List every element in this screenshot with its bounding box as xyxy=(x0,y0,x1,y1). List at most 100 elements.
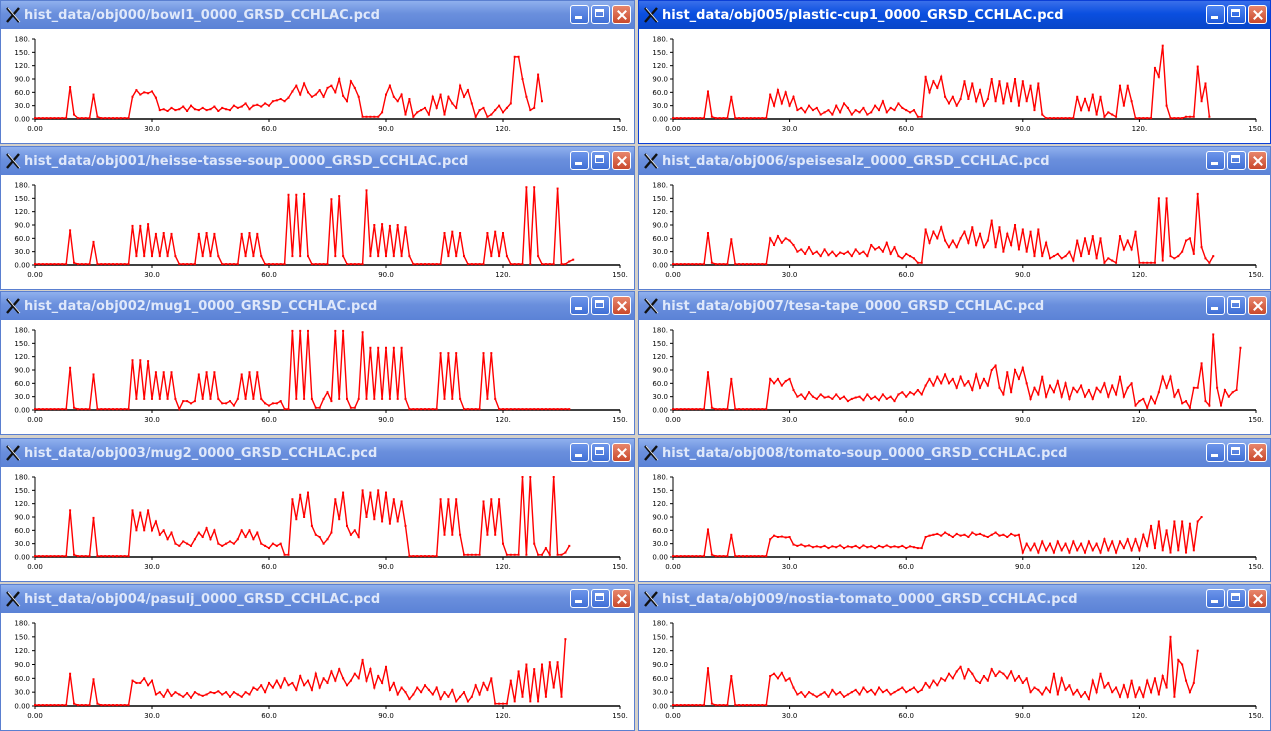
plot-window[interactable]: hist_data/obj005/plastic-cup1_0000_GRSD_… xyxy=(638,0,1271,144)
data-point xyxy=(963,384,966,387)
x-tick-label: 90.0 xyxy=(378,712,394,720)
data-point xyxy=(1111,691,1114,694)
close-button[interactable] xyxy=(612,589,631,608)
minimize-button[interactable] xyxy=(570,589,589,608)
data-point xyxy=(819,546,822,549)
data-point xyxy=(322,263,325,266)
data-point xyxy=(1025,382,1028,385)
minimize-button[interactable] xyxy=(570,151,589,170)
minimize-button[interactable] xyxy=(570,443,589,462)
plot-window[interactable]: hist_data/obj001/heisse-tasse-soup_0000_… xyxy=(0,146,635,290)
title-bar[interactable]: hist_data/obj007/tesa-tape_0000_GRSD_CCH… xyxy=(639,292,1270,320)
close-button[interactable] xyxy=(1248,443,1267,462)
maximize-button[interactable] xyxy=(591,5,610,24)
minimize-button[interactable] xyxy=(1206,151,1225,170)
x-tick-label: 30.0 xyxy=(144,712,160,720)
data-point xyxy=(252,686,255,689)
data-point xyxy=(843,395,846,398)
close-button[interactable] xyxy=(1248,151,1267,170)
minimize-button[interactable] xyxy=(570,296,589,315)
data-point xyxy=(73,406,75,409)
minimize-button[interactable] xyxy=(570,5,589,24)
data-point xyxy=(186,110,189,112)
y-tick-label: 30.0 xyxy=(14,689,30,697)
data-point xyxy=(76,263,79,266)
data-point xyxy=(1200,246,1203,249)
data-point xyxy=(1177,549,1180,552)
data-point xyxy=(217,690,220,693)
plot-window[interactable]: hist_data/obj002/mug1_0000_GRSD_CCHLAC.p… xyxy=(0,291,635,435)
data-point xyxy=(174,109,177,112)
data-point xyxy=(147,684,150,687)
data-point xyxy=(1103,686,1106,689)
data-point xyxy=(240,105,243,108)
x-tick-label: 90.0 xyxy=(378,563,394,571)
close-button[interactable] xyxy=(612,151,631,170)
data-point xyxy=(796,395,799,398)
title-bar[interactable]: hist_data/obj000/bowl1_0000_GRSD_CCHLAC.… xyxy=(1,1,634,29)
plot-window[interactable]: hist_data/obj008/tomato-soup_0000_GRSD_C… xyxy=(638,438,1271,582)
data-point xyxy=(687,555,690,558)
title-bar[interactable]: hist_data/obj009/nostia-tomato_0000_GRSD… xyxy=(639,585,1270,613)
minimize-button[interactable] xyxy=(1206,589,1225,608)
maximize-button[interactable] xyxy=(1227,296,1246,315)
data-point xyxy=(264,102,267,105)
close-button[interactable] xyxy=(1248,5,1267,24)
data-point xyxy=(796,250,799,253)
plot-window[interactable]: hist_data/obj006/speisesalz_0000_GRSD_CC… xyxy=(638,146,1271,290)
x-tick-label: 120. xyxy=(495,712,511,720)
data-point xyxy=(225,691,228,694)
data-point xyxy=(1134,404,1137,407)
minimize-button[interactable] xyxy=(1206,5,1225,24)
data-point xyxy=(178,693,181,696)
data-point xyxy=(435,408,438,411)
maximize-button[interactable] xyxy=(591,151,610,170)
data-point xyxy=(1138,117,1141,120)
close-button[interactable] xyxy=(1248,589,1267,608)
data-point xyxy=(385,665,387,668)
title-bar[interactable]: hist_data/obj005/plastic-cup1_0000_GRSD_… xyxy=(639,1,1270,29)
title-bar[interactable]: hist_data/obj006/speisesalz_0000_GRSD_CC… xyxy=(639,147,1270,175)
maximize-button[interactable] xyxy=(591,296,610,315)
data-point xyxy=(947,533,950,536)
data-point xyxy=(1045,686,1048,689)
data-point xyxy=(537,255,540,258)
histogram-points xyxy=(34,638,567,707)
data-point xyxy=(757,408,760,411)
data-point xyxy=(490,255,493,258)
plot-window[interactable]: hist_data/obj003/mug2_0000_GRSD_CCHLAC.p… xyxy=(0,438,635,582)
data-point xyxy=(248,529,251,532)
plot-window[interactable]: hist_data/obj000/bowl1_0000_GRSD_CCHLAC.… xyxy=(0,0,635,144)
close-button[interactable] xyxy=(612,5,631,24)
data-point xyxy=(1014,534,1017,537)
data-point xyxy=(1045,241,1048,244)
data-point xyxy=(275,263,278,266)
close-button[interactable] xyxy=(612,443,631,462)
minimize-button[interactable] xyxy=(1206,296,1225,315)
maximize-button[interactable] xyxy=(1227,589,1246,608)
data-point xyxy=(197,531,200,534)
data-point xyxy=(1138,686,1141,689)
plot-window[interactable]: hist_data/obj004/pasulj_0000_GRSD_CCHLAC… xyxy=(0,584,635,731)
data-point xyxy=(279,686,282,689)
title-bar[interactable]: hist_data/obj001/heisse-tasse-soup_0000_… xyxy=(1,147,634,175)
maximize-button[interactable] xyxy=(591,589,610,608)
plot-window[interactable]: hist_data/obj007/tesa-tape_0000_GRSD_CCH… xyxy=(638,291,1271,435)
data-point xyxy=(924,384,927,387)
title-bar[interactable]: hist_data/obj004/pasulj_0000_GRSD_CCHLAC… xyxy=(1,585,634,613)
data-point xyxy=(738,117,741,120)
minimize-button[interactable] xyxy=(1206,443,1225,462)
data-point xyxy=(889,106,892,109)
close-button[interactable] xyxy=(612,296,631,315)
maximize-button[interactable] xyxy=(1227,443,1246,462)
title-bar[interactable]: hist_data/obj003/mug2_0000_GRSD_CCHLAC.p… xyxy=(1,439,634,467)
data-point xyxy=(143,529,146,532)
maximize-button[interactable] xyxy=(1227,151,1246,170)
maximize-button[interactable] xyxy=(591,443,610,462)
close-button[interactable] xyxy=(1248,296,1267,315)
plot-window[interactable]: hist_data/obj009/nostia-tomato_0000_GRSD… xyxy=(638,584,1271,731)
maximize-button[interactable] xyxy=(1227,5,1246,24)
title-bar[interactable]: hist_data/obj008/tomato-soup_0000_GRSD_C… xyxy=(639,439,1270,467)
title-bar[interactable]: hist_data/obj002/mug1_0000_GRSD_CCHLAC.p… xyxy=(1,292,634,320)
